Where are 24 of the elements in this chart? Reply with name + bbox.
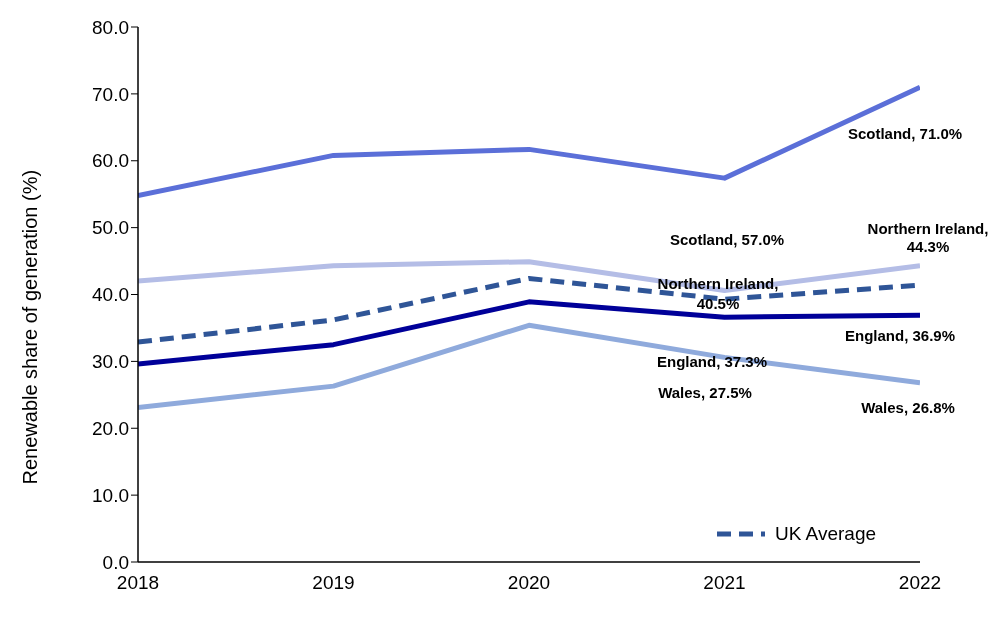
x-tick-label: 2018	[116, 572, 160, 594]
x-tick-label: 2022	[898, 572, 942, 594]
annotation: England, 37.3%	[655, 352, 768, 372]
y-tick-label: 10.0	[92, 484, 129, 506]
data-label: Northern Ireland, 44.3%	[867, 219, 989, 255]
y-tick-label: 50.0	[92, 217, 129, 239]
y-tick-label: 20.0	[92, 417, 129, 439]
y-tick-label: 70.0	[92, 83, 129, 105]
legend-label: UK Average	[775, 523, 877, 545]
data-label: Wales, 26.8%	[861, 398, 955, 416]
annotation: Scotland, 57.0%	[668, 230, 786, 250]
annotation: Northern Ireland, 40.5%	[656, 274, 780, 314]
x-tick-label: 2020	[507, 572, 551, 594]
y-axis-title: Renewable share of generation (%)	[19, 169, 42, 485]
y-tick-label: 60.0	[92, 150, 129, 172]
annotation: Wales, 27.5%	[657, 383, 753, 403]
y-tick-label: 30.0	[92, 351, 129, 373]
x-tick-label: 2021	[703, 572, 746, 594]
y-tick-label: 0.0	[102, 551, 129, 573]
x-tick-label: 2019	[312, 572, 355, 594]
y-tick-label: 80.0	[92, 16, 129, 38]
data-label: Scotland, 71.0%	[847, 125, 963, 143]
y-tick-label: 40.0	[92, 284, 129, 306]
data-label: England, 36.9%	[844, 327, 956, 345]
